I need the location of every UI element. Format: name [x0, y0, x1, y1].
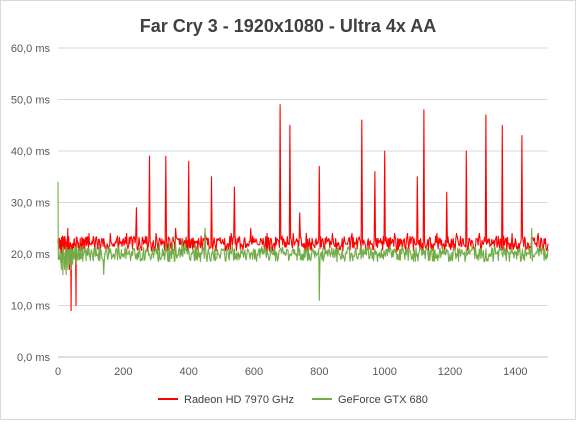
chart-title: Far Cry 3 - 1920x1080 - Ultra 4x AA [140, 16, 437, 36]
series-line-geforce [57, 181, 549, 301]
x-tick-label: 0 [55, 366, 61, 378]
legend: Radeon HD 7970 GHz GeForce GTX 680 [158, 394, 428, 406]
y-tick-label: 40,0 ms [11, 146, 51, 158]
x-tick-label: 1000 [372, 366, 396, 378]
legend-label-radeon: Radeon HD 7970 GHz [184, 394, 294, 406]
x-tick-label: 1200 [438, 366, 462, 378]
series-line-radeon [57, 104, 549, 312]
y-tick-label: 30,0 ms [11, 198, 51, 210]
y-tick-label: 50,0 ms [11, 95, 51, 107]
y-tick-label: 10,0 ms [11, 301, 51, 313]
legend-label-geforce: GeForce GTX 680 [338, 394, 428, 406]
x-tick-label: 800 [310, 366, 328, 378]
axes: 0,0 ms 10,0 ms 20,0 ms 30,0 ms 40,0 ms 50,0 m… [11, 43, 548, 378]
x-tick-label: 400 [179, 366, 197, 378]
y-tick-label: 60,0 ms [11, 43, 51, 55]
y-tick-label: 0,0 ms [17, 352, 51, 364]
x-tick-label: 600 [245, 366, 263, 378]
x-tick-label: 1400 [503, 366, 527, 378]
x-tick-label: 200 [114, 366, 132, 378]
y-tick-label: 20,0 ms [11, 249, 51, 261]
plot-series [57, 104, 549, 312]
